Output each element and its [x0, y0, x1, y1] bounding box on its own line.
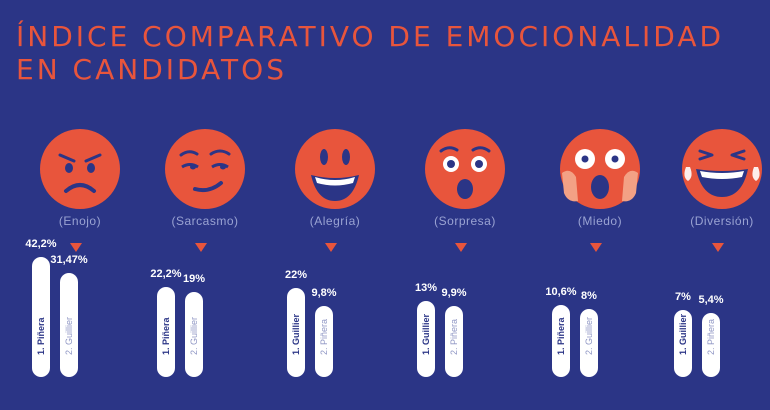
title-line-1: ÍNDICE COMPARATIVO DE EMOCIONALIDAD — [16, 20, 725, 53]
candidate-label: 2. Guillier — [64, 316, 74, 355]
emotion-group: (Miedo) 10,6% 1. Piñera 8% 2. Guillier — [540, 0, 660, 410]
emotion-group: (Diversión) 7% 1. Guillier 5,4% 2. Piñera — [662, 0, 770, 410]
top-candidate-marker-icon — [590, 243, 602, 252]
candidate-label: 1. Piñera — [161, 317, 171, 355]
laughing-face-icon — [682, 129, 762, 209]
value-label: 7% — [675, 291, 691, 304]
candidate-label: 2. Guillier — [189, 316, 199, 355]
emotion-label: (Sorpresa) — [434, 214, 496, 228]
value-label: 9,8% — [311, 287, 337, 300]
emotion-group: (Alegría) 22% 1. Guillier 9,8% 2. Piñera — [275, 0, 395, 410]
value-label: 19% — [182, 273, 206, 286]
bar: 1. Guillier — [674, 310, 692, 377]
grin-face-icon — [295, 129, 375, 209]
candidate-label: 2. Piñera — [319, 318, 329, 355]
bar: 2. Guillier — [580, 308, 598, 377]
candidate-label: 1. Guillier — [291, 313, 301, 355]
emotion-label: (Diversión) — [690, 214, 754, 228]
value-label: 22% — [284, 268, 308, 281]
title-line-2: EN CANDIDATOS — [16, 53, 287, 86]
emotion-label: (Miedo) — [577, 214, 623, 228]
bar: 1. Guillier — [287, 287, 305, 377]
bar: 2. Guillier — [185, 292, 203, 377]
bar: 2. Piñera — [702, 312, 720, 377]
emotion-group: (Sorpresa) 13% 1. Guillier 9,9% 2. Piñera — [405, 0, 525, 410]
smirk-face-icon — [165, 129, 245, 209]
value-label: 8% — [581, 289, 597, 302]
candidate-label: 2. Piñera — [449, 318, 459, 355]
value-label: 22,2% — [150, 268, 182, 281]
candidate-label: 1. Piñera — [36, 317, 46, 355]
scared-face-icon — [560, 129, 640, 209]
candidate-label: 1. Guillier — [678, 313, 688, 355]
candidate-label: 1. Piñera — [556, 317, 566, 355]
bar: 2. Guillier — [60, 273, 78, 377]
value-label: 10,6% — [545, 285, 577, 298]
value-label: 9,9% — [441, 286, 467, 299]
page-title: ÍNDICE COMPARATIVO DE EMOCIONALIDAD EN C… — [16, 20, 724, 86]
value-label: 42,2% — [25, 238, 57, 250]
angry-face-icon — [40, 129, 120, 209]
top-candidate-marker-icon — [70, 243, 82, 252]
top-candidate-marker-icon — [325, 243, 337, 252]
top-candidate-marker-icon — [455, 243, 467, 252]
emotion-label: (Enojo) — [58, 214, 102, 228]
value-label: 13% — [414, 282, 438, 295]
emotion-group: (Enojo) 42,2% 1. Piñera 31,47% 2. Guillier — [20, 0, 140, 410]
top-candidate-marker-icon — [712, 243, 724, 252]
bar: 1. Piñera — [552, 304, 570, 377]
emotion-group: (Sarcasmo) 22,2% 1. Piñera 19% 2. Guillier — [145, 0, 265, 410]
surprised-face-icon — [425, 129, 505, 209]
candidate-label: 2. Piñera — [706, 318, 716, 355]
bar: 2. Piñera — [315, 306, 333, 377]
top-candidate-marker-icon — [195, 243, 207, 252]
bar: 1. Piñera — [32, 257, 50, 377]
candidate-label: 1. Guillier — [421, 313, 431, 355]
emotion-label: (Sarcasmo) — [171, 214, 239, 228]
value-label: 31,47% — [50, 254, 88, 267]
emotion-label: (Alegría) — [309, 214, 361, 228]
bar: 1. Guillier — [417, 301, 435, 377]
bar: 2. Piñera — [445, 306, 463, 377]
bar: 1. Piñera — [157, 287, 175, 377]
value-label: 5,4% — [698, 293, 724, 306]
candidate-label: 2. Guillier — [584, 316, 594, 355]
